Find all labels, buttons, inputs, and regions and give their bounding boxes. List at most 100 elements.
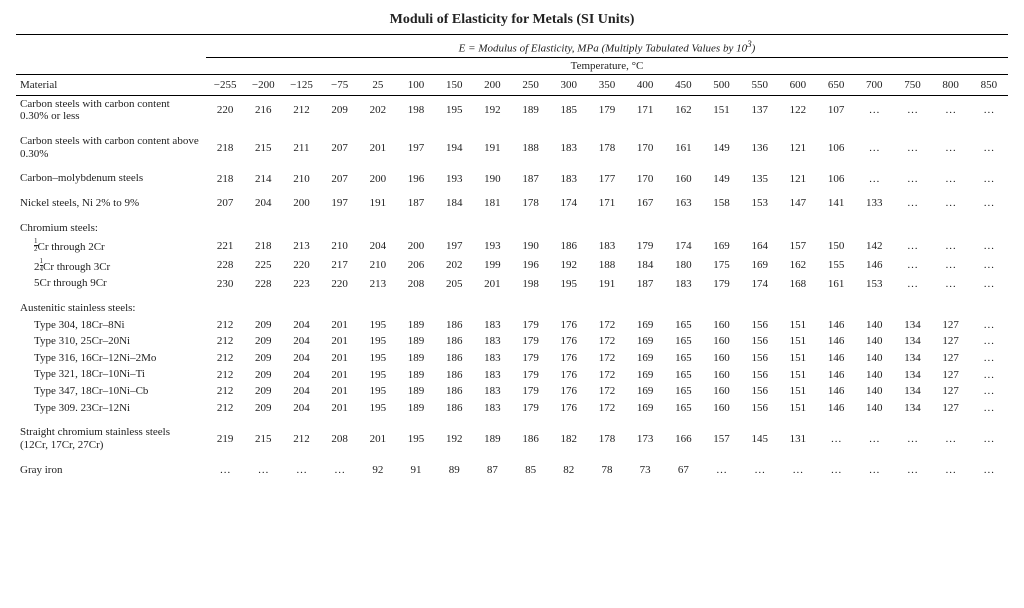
value-cell: 149: [702, 162, 740, 187]
value-cell: 212: [206, 333, 244, 350]
value-cell: 91: [397, 454, 435, 479]
value-cell: 183: [588, 236, 626, 256]
value-cell: …: [970, 95, 1008, 125]
value-cell: 208: [397, 275, 435, 292]
value-cell: 204: [282, 400, 320, 417]
value-cell: …: [893, 275, 931, 292]
value-cell: 106: [817, 125, 855, 162]
value-cell: 220: [321, 275, 359, 292]
material-cell: Carbon steels with carbon content 0.30% …: [16, 95, 206, 125]
value-cell: 179: [512, 317, 550, 334]
table-row: Straight chromium stainless steels (12Cr…: [16, 416, 1008, 453]
value-cell: 150: [817, 236, 855, 256]
value-cell: 190: [473, 162, 511, 187]
value-cell: …: [893, 454, 931, 479]
value-cell: 179: [512, 366, 550, 383]
value-cell: 197: [397, 125, 435, 162]
value-cell: …: [932, 256, 970, 276]
value-cell: 200: [282, 187, 320, 212]
value-cell: 188: [588, 256, 626, 276]
material-cell: Type 310, 25Cr–20Ni: [16, 333, 206, 350]
value-cell: [206, 212, 244, 237]
value-cell: [970, 292, 1008, 317]
value-cell: [206, 292, 244, 317]
material-cell: 214Cr through 3Cr: [16, 256, 206, 276]
value-cell: 218: [206, 162, 244, 187]
value-cell: 140: [855, 333, 893, 350]
material-cell: Nickel steels, Ni 2% to 9%: [16, 187, 206, 212]
value-cell: 176: [550, 366, 588, 383]
table-row: Carbon–molybdenum steels2182142102072001…: [16, 162, 1008, 187]
value-cell: 140: [855, 400, 893, 417]
value-cell: 145: [741, 416, 779, 453]
value-cell: 196: [512, 256, 550, 276]
value-cell: …: [932, 454, 970, 479]
value-cell: 122: [779, 95, 817, 125]
value-cell: 201: [321, 333, 359, 350]
value-cell: 189: [397, 317, 435, 334]
value-cell: 67: [664, 454, 702, 479]
value-cell: [893, 292, 931, 317]
value-cell: 146: [855, 256, 893, 276]
material-cell: Carbon–molybdenum steels: [16, 162, 206, 187]
value-cell: 207: [206, 187, 244, 212]
value-cell: …: [970, 256, 1008, 276]
value-cell: 199: [473, 256, 511, 276]
value-cell: 164: [741, 236, 779, 256]
value-cell: 172: [588, 317, 626, 334]
value-cell: 162: [779, 256, 817, 276]
value-cell: 209: [244, 366, 282, 383]
value-cell: 214: [244, 162, 282, 187]
value-cell: 176: [550, 333, 588, 350]
value-cell: 192: [550, 256, 588, 276]
value-cell: [626, 292, 664, 317]
temp-col-header: 25: [359, 74, 397, 95]
blank-corner: [16, 35, 206, 58]
value-cell: 160: [702, 400, 740, 417]
value-cell: …: [970, 383, 1008, 400]
table-row: Carbon steels with carbon content above …: [16, 125, 1008, 162]
value-cell: 107: [817, 95, 855, 125]
value-cell: [893, 212, 931, 237]
value-cell: …: [970, 317, 1008, 334]
value-cell: 169: [702, 236, 740, 256]
temp-col-header: 550: [741, 74, 779, 95]
material-cell: 12Cr through 2Cr: [16, 236, 206, 256]
value-cell: 195: [359, 350, 397, 367]
value-cell: 192: [473, 95, 511, 125]
temp-col-header: 650: [817, 74, 855, 95]
value-cell: [779, 292, 817, 317]
value-cell: [664, 292, 702, 317]
value-cell: 204: [359, 236, 397, 256]
value-cell: 170: [626, 162, 664, 187]
value-cell: 85: [512, 454, 550, 479]
value-cell: 201: [473, 275, 511, 292]
value-cell: 216: [244, 95, 282, 125]
value-cell: …: [893, 187, 931, 212]
table-row: Type 304, 18Cr–8Ni2122092042011951891861…: [16, 317, 1008, 334]
blank-cell: [16, 57, 206, 74]
value-cell: 195: [397, 416, 435, 453]
value-cell: …: [855, 162, 893, 187]
value-cell: 173: [626, 416, 664, 453]
value-cell: [741, 212, 779, 237]
value-cell: …: [855, 95, 893, 125]
value-cell: 189: [512, 95, 550, 125]
value-cell: 220: [282, 256, 320, 276]
value-cell: 175: [702, 256, 740, 276]
temp-col-header: 500: [702, 74, 740, 95]
value-cell: …: [321, 454, 359, 479]
value-cell: 146: [817, 350, 855, 367]
value-cell: 209: [321, 95, 359, 125]
value-cell: …: [855, 125, 893, 162]
value-cell: 169: [741, 256, 779, 276]
value-cell: 172: [588, 333, 626, 350]
value-cell: [550, 212, 588, 237]
value-cell: 163: [664, 187, 702, 212]
value-cell: 127: [932, 317, 970, 334]
value-cell: 153: [741, 187, 779, 212]
value-cell: …: [206, 454, 244, 479]
value-cell: 172: [588, 350, 626, 367]
value-cell: 228: [244, 275, 282, 292]
material-cell: Type 304, 18Cr–8Ni: [16, 317, 206, 334]
